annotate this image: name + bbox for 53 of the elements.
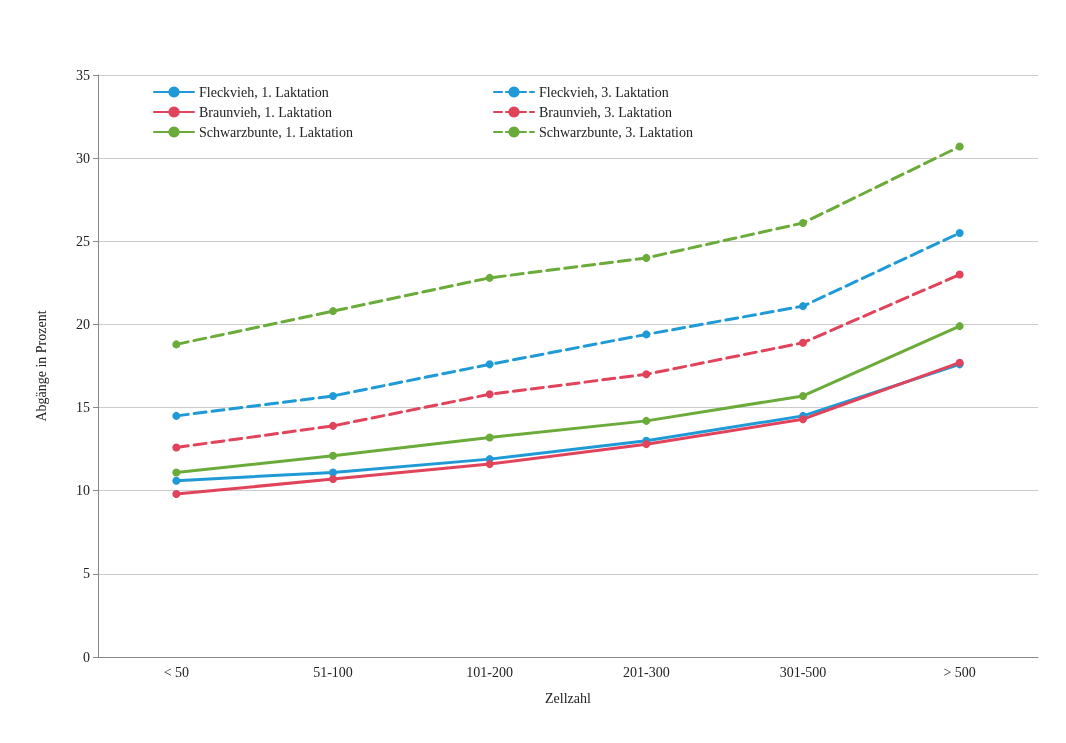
y-tick-label: 20 — [76, 316, 90, 332]
point — [485, 273, 494, 282]
point — [642, 370, 651, 379]
point — [329, 451, 337, 460]
point — [642, 253, 651, 262]
y-tick-label: 15 — [76, 400, 90, 416]
point — [172, 476, 181, 485]
legend-label: Braunvieh, 3. Laktation — [539, 104, 672, 120]
y-tick-label: 0 — [83, 649, 90, 665]
y-tick-label: 35 — [76, 67, 90, 83]
point — [955, 228, 964, 237]
legend-label: Schwarzbunte, 1. Laktation — [199, 124, 353, 140]
point — [485, 433, 494, 442]
y-tick-label: 25 — [76, 233, 90, 249]
x-tick-label: 51-100 — [313, 664, 353, 680]
point — [329, 475, 337, 484]
point — [485, 360, 494, 369]
point — [642, 440, 651, 449]
point — [955, 142, 964, 151]
point — [799, 415, 807, 424]
point — [329, 468, 337, 477]
y-tick-label: 5 — [83, 566, 90, 582]
point — [329, 307, 337, 316]
point — [799, 338, 807, 347]
legend-label: Fleckvieh, 3. Laktation — [539, 84, 669, 100]
x-tick-label: 101-200 — [466, 664, 513, 680]
point — [642, 416, 651, 425]
x-tick-label: 201-300 — [623, 664, 670, 680]
point — [172, 468, 181, 477]
legend-label: Braunvieh, 1. Laktation — [199, 104, 332, 120]
point — [329, 421, 337, 430]
point — [172, 443, 181, 452]
point — [329, 391, 337, 400]
point — [172, 411, 181, 420]
y-tick-label: 10 — [76, 483, 90, 499]
legend-label: Schwarzbunte, 3. Laktation — [539, 124, 693, 140]
x-tick-label: 301-500 — [779, 664, 827, 680]
point — [799, 391, 807, 400]
x-tick-label: < 50 — [163, 664, 190, 680]
point — [642, 330, 651, 339]
y-tick-label: 30 — [76, 150, 90, 166]
x-axis-title: Zellzahl — [545, 690, 592, 706]
point — [485, 390, 494, 399]
point — [172, 490, 181, 499]
point — [955, 270, 964, 279]
point — [955, 322, 964, 331]
y-axis-title: Abgänge in Prozent — [33, 310, 49, 422]
point — [485, 460, 494, 469]
x-tick-label: > 500 — [943, 664, 976, 680]
point — [172, 340, 181, 349]
legend-label: Fleckvieh, 1. Laktation — [199, 84, 329, 100]
point — [799, 302, 807, 311]
point — [799, 219, 807, 227]
